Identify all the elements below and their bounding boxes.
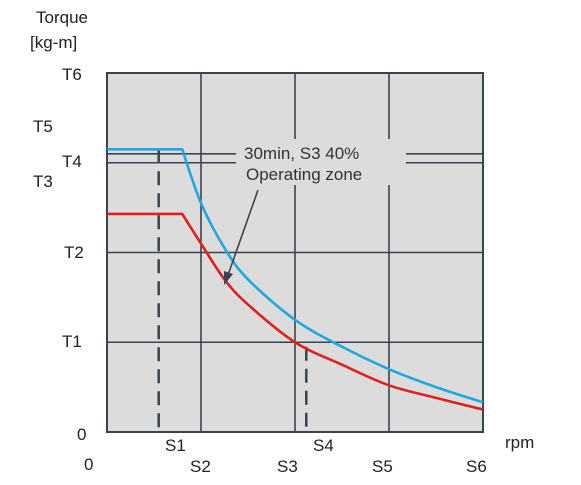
torque-curve-red (107, 212, 484, 411)
y-tick-T5: T5 (33, 117, 53, 136)
x-axis-label: rpm (505, 433, 534, 452)
annotation-line1: 30min, S3 40% (244, 144, 359, 163)
y-tick-T3: T3 (33, 172, 53, 191)
dashed-markers (157, 149, 308, 432)
y-origin-label: 0 (77, 425, 86, 444)
x-tick-S6: S6 (466, 457, 487, 476)
torque-curves (107, 147, 484, 411)
annotation-background (236, 139, 406, 185)
y-tick-T2: T2 (64, 243, 84, 262)
y-tick-T4: T4 (62, 152, 82, 171)
annotation-arrowhead (224, 271, 233, 285)
x-tick-S4: S4 (313, 436, 334, 455)
y-axis-label-line2: [kg-m] (30, 33, 77, 52)
y-tick-T6: T6 (62, 65, 82, 84)
grid-lines (107, 73, 483, 432)
x-tick-S2: S2 (190, 457, 211, 476)
x-tick-S3: S3 (277, 457, 298, 476)
y-tick-T1: T1 (62, 332, 82, 351)
y-axis-label-line1: Torque (36, 8, 88, 27)
annotation-line2: Operating zone (246, 165, 362, 184)
x-tick-S1: S1 (165, 436, 186, 455)
x-origin-label: 0 (84, 455, 93, 474)
annotation-arrow-line (227, 189, 259, 276)
torque-curve-blue (107, 147, 484, 404)
x-tick-S5: S5 (372, 457, 393, 476)
